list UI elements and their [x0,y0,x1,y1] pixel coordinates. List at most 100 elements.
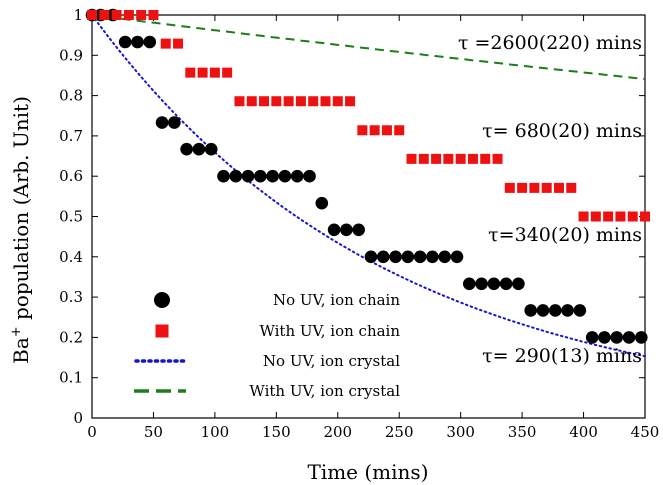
with-uv-chain-point [603,211,614,222]
no-uv-chain-point [229,169,243,183]
with-uv-chain-point [259,96,270,107]
legend-label: No UV, ion chain [273,291,400,309]
with-uv-chain-point [308,96,319,107]
with-uv-chain-point [246,96,257,107]
legend: No UV, ion chain With UV, ion chain No UV,… [134,291,400,400]
with-uv-chain-point [566,182,577,193]
no-uv-chain-point [204,142,218,156]
no-uv-chain-point [143,35,157,49]
with-uv-chain-point [234,96,245,107]
with-uv-chain-point [541,182,552,193]
no-uv-chain-point [376,250,390,264]
y-axis: 0 0.1 0.2 0.3 0.4 0.5 0.6 0.7 0.8 0.9 1 [59,6,645,427]
with-uv-chain-point [209,67,220,78]
with-uv-chain-point [173,38,184,49]
legend-marker-square [155,324,169,338]
with-uv-crystal-curve [91,14,646,80]
with-uv-chain-point [640,211,650,222]
no-uv-chain-point [118,35,132,49]
with-uv-chain-point [578,211,589,222]
y-tick-label: 1 [73,6,83,24]
fit-curves [91,14,646,358]
no-uv-chain-point [168,116,181,129]
x-tick-label: 300 [446,423,475,441]
with-uv-chain-point [467,153,478,164]
with-uv-chain-point [295,96,306,107]
annotation-tau-with-uv-crystal: τ =2600(220) mins [458,32,642,54]
with-uv-chain-point [455,153,466,164]
no-uv-chain-point [413,250,427,264]
with-uv-chain-point [222,67,233,78]
legend-marker-circle [154,292,170,308]
with-uv-chain-point [615,211,626,222]
no-uv-chain-point [364,250,378,264]
y-tick-label: 0 [73,409,83,427]
with-uv-chain-point [345,96,356,107]
x-axis-label: Time (mins) [307,460,428,484]
with-uv-chain-point [332,96,343,107]
with-uv-chain-point [357,125,368,136]
y-tick-label: 0.2 [59,328,83,346]
with-uv-chain-point [160,38,171,49]
no-uv-chain-point [536,304,550,317]
with-uv-chain-point [529,182,540,193]
legend-label: With UV, ion chain [259,322,400,340]
no-uv-chain-point [327,223,341,237]
y-tick-label: 0.9 [59,46,83,64]
with-uv-chain-point [185,67,196,78]
with-uv-chain-point [197,67,208,78]
with-uv-chain-point [283,96,294,107]
with-uv-chain-point [123,10,134,20]
no-uv-chain-point [426,250,439,264]
y-tick-label: 0.5 [59,208,83,226]
with-uv-chain-point [111,10,122,20]
no-uv-chain-point [340,223,353,237]
with-uv-chain-point [480,153,491,164]
with-uv-chain-point [369,125,380,136]
no-uv-chain-point [303,169,316,183]
no-uv-chain-point [450,250,464,264]
x-tick-label: 350 [508,423,537,441]
y-tick-label: 0.4 [59,248,83,266]
with-uv-chain-point [394,125,405,136]
x-tick-label: 400 [569,423,598,441]
no-uv-chain-point [155,116,169,129]
with-uv-chain-point [320,96,331,107]
legend-label: No UV, ion crystal [263,352,400,370]
x-tick-label: 450 [631,423,660,441]
no-uv-crystal-curve [91,14,646,358]
x-tick-label: 200 [323,423,352,441]
x-tick-label: 0 [87,423,97,441]
no-uv-chain-point [290,169,304,183]
annotation-tau-no-uv-chain: τ= 290(13) mins [482,345,642,367]
data-markers [85,8,650,344]
with-uv-chain-point [492,153,503,164]
no-uv-chain-point [217,169,230,183]
with-uv-chain-point [553,182,564,193]
no-uv-chain-point [266,169,279,183]
no-uv-chain-point [622,331,636,344]
with-uv-chain-point [627,211,638,222]
with-uv-chain-point [504,182,515,193]
no-uv-chain-point [635,331,648,344]
x-tick-label: 100 [201,423,230,441]
no-uv-chain-point [462,277,476,291]
y-axis-label: Ba+ population (Arb. Unit) [9,96,33,364]
with-uv-chain-point [517,182,528,193]
annotation-tau-no-uv-crystal: τ=340(20) mins [488,224,642,246]
no-uv-chain-point [352,223,365,237]
with-uv-chain-point [443,153,454,164]
no-uv-chain-point [278,169,292,183]
with-uv-chain-point [136,10,147,20]
no-uv-chain-point [241,169,255,183]
plot-area: 0 50 100 150 200 250 300 350 400 450 0 0.1 0.2 0.3 0.… [59,6,659,441]
no-uv-chain-point [598,331,611,344]
no-uv-chain-point [548,304,562,317]
no-uv-chain-point [524,304,538,317]
no-uv-chain-point [254,169,267,183]
with-uv-chain-point [431,153,442,164]
no-uv-chain-point [438,250,451,264]
no-uv-chain-point [610,331,624,344]
with-uv-chain-point [406,153,417,164]
